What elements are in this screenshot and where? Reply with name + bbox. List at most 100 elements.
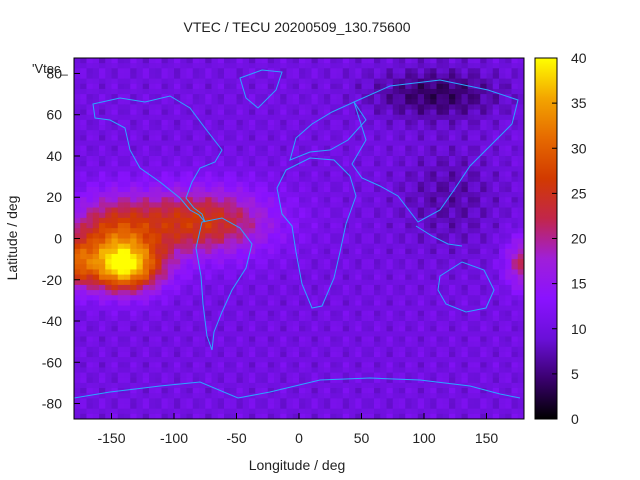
heatmap-cell xyxy=(180,382,188,389)
heatmap-cell xyxy=(386,78,394,85)
heatmap-cell xyxy=(336,362,344,369)
heatmap-cell xyxy=(267,150,275,157)
heatmap-cell xyxy=(192,274,200,281)
heatmap-cell xyxy=(461,357,469,363)
heatmap-cell xyxy=(267,166,275,173)
heatmap-cell xyxy=(517,393,524,399)
heatmap-cell xyxy=(192,362,200,369)
heatmap-cell xyxy=(149,161,156,167)
heatmap-cell xyxy=(99,171,106,178)
heatmap-cell xyxy=(405,217,413,224)
heatmap-cell xyxy=(461,186,469,193)
heatmap-cell xyxy=(149,367,156,374)
heatmap-cell xyxy=(242,269,250,276)
heatmap-cell xyxy=(242,351,250,358)
heatmap-cell xyxy=(517,197,524,203)
heatmap-cell xyxy=(317,109,325,116)
heatmap-cell xyxy=(386,321,394,327)
heatmap-cell xyxy=(492,207,500,214)
heatmap-cell xyxy=(92,300,100,307)
heatmap-cell xyxy=(311,403,319,410)
heatmap-cell xyxy=(117,88,125,95)
heatmap-cell xyxy=(299,248,306,255)
heatmap-cell xyxy=(299,223,306,229)
heatmap-cell xyxy=(224,300,231,307)
heatmap-cell xyxy=(124,264,131,271)
heatmap-cell xyxy=(142,403,150,410)
heatmap-cell xyxy=(299,377,306,384)
heatmap-cell xyxy=(236,238,244,245)
heatmap-cell xyxy=(342,171,350,178)
heatmap-cell xyxy=(355,372,363,379)
heatmap-cell xyxy=(511,104,519,111)
heatmap-cell xyxy=(299,372,306,379)
heatmap-cell xyxy=(505,73,513,80)
heatmap-cell xyxy=(80,284,88,291)
heatmap-cell xyxy=(124,181,131,188)
heatmap-cell xyxy=(424,202,431,209)
heatmap-cell xyxy=(80,357,88,363)
heatmap-cell xyxy=(142,393,150,399)
heatmap-cell xyxy=(224,135,231,142)
heatmap-cell xyxy=(417,382,425,389)
heatmap-cell xyxy=(192,310,200,317)
heatmap-cell xyxy=(399,109,406,116)
heatmap-cell xyxy=(505,382,513,389)
heatmap-cell xyxy=(380,377,388,384)
heatmap-cell xyxy=(261,284,269,291)
heatmap-cell xyxy=(124,300,131,307)
heatmap-cell xyxy=(499,223,506,229)
heatmap-cell xyxy=(324,223,331,229)
heatmap-cell xyxy=(224,171,231,178)
heatmap-cell xyxy=(92,367,100,374)
heatmap-cell xyxy=(349,393,356,399)
heatmap-cell xyxy=(205,155,213,162)
heatmap-cell xyxy=(517,94,524,100)
heatmap-cell xyxy=(467,88,475,95)
heatmap-cell xyxy=(499,88,506,95)
heatmap-cell xyxy=(230,145,238,152)
heatmap-cell xyxy=(474,357,481,363)
heatmap-cell xyxy=(511,99,519,106)
heatmap-cell xyxy=(411,197,419,203)
heatmap-cell xyxy=(424,403,431,410)
heatmap-cell xyxy=(342,125,350,131)
heatmap-cell xyxy=(105,73,113,80)
heatmap-cell xyxy=(392,290,400,296)
heatmap-cell xyxy=(274,362,281,369)
heatmap-cell xyxy=(205,393,213,399)
heatmap-cell xyxy=(355,104,363,111)
heatmap-cell xyxy=(492,63,500,69)
heatmap-cell xyxy=(92,279,100,286)
heatmap-cell xyxy=(517,135,524,142)
heatmap-cell xyxy=(405,248,413,255)
heatmap-cell xyxy=(474,269,481,276)
heatmap-cell xyxy=(367,217,375,224)
heatmap-cell xyxy=(286,253,294,260)
heatmap-cell xyxy=(474,248,481,255)
heatmap-cell xyxy=(374,305,381,312)
heatmap-cell xyxy=(167,109,175,116)
heatmap-cell xyxy=(386,207,394,214)
heatmap-cell xyxy=(355,248,363,255)
heatmap-cell xyxy=(86,259,94,265)
heatmap-cell xyxy=(249,119,256,126)
heatmap-cell xyxy=(274,321,281,327)
heatmap-cell xyxy=(280,290,288,296)
heatmap-cell xyxy=(411,181,419,188)
heatmap-cell xyxy=(492,166,500,173)
heatmap-cell xyxy=(374,207,381,214)
heatmap-cell xyxy=(374,315,381,322)
heatmap-cell xyxy=(330,357,338,363)
heatmap-cell xyxy=(380,161,388,167)
heatmap-cell xyxy=(149,377,156,384)
heatmap-cell xyxy=(386,233,394,240)
heatmap-cell xyxy=(155,217,163,224)
heatmap-cell xyxy=(455,135,463,142)
heatmap-cell xyxy=(217,357,225,363)
heatmap-cell xyxy=(130,109,138,116)
heatmap-cell xyxy=(117,130,125,136)
heatmap-cell xyxy=(492,326,500,332)
heatmap-cell xyxy=(461,109,469,116)
heatmap-cell xyxy=(174,161,181,167)
